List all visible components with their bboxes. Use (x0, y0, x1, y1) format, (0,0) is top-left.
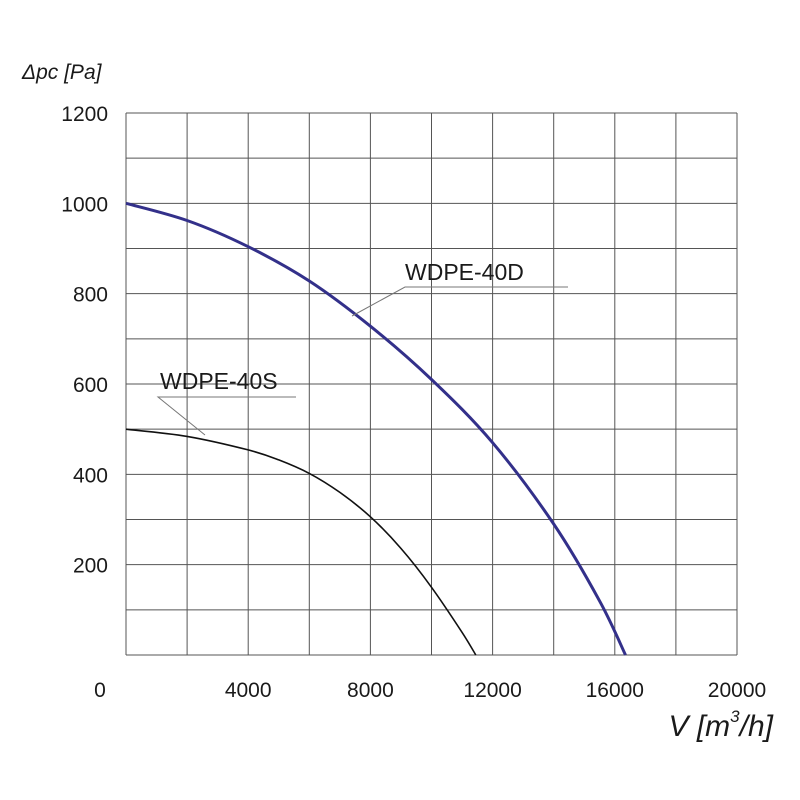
y-axis-title: Δpc [Pa] (21, 61, 103, 84)
y-axis-ticks: 200 400 600 800 1000 1200 (61, 103, 108, 578)
series-line-wdpe-40d (125, 201, 627, 656)
y-tick-label: 400 (73, 464, 108, 487)
x-axis-title-main: V [m (669, 710, 731, 743)
chart-series-labels: WDPE-40D WDPE-40S (156, 259, 568, 436)
y-tick-label: 800 (73, 284, 108, 307)
series-label: WDPE-40S (160, 368, 278, 394)
x-axis-title-superscript: 3 (730, 707, 740, 726)
x-tick-label: 4000 (225, 679, 272, 702)
x-axis-title-tail: /h] (738, 710, 774, 743)
series-label-leader (156, 396, 296, 436)
x-tick-label: 0 (94, 679, 106, 702)
y-tick-label: 1200 (61, 103, 108, 126)
y-tick-label: 200 (73, 555, 108, 578)
chart-series (125, 201, 627, 656)
x-axis-title: V [m3/h] (669, 707, 774, 743)
y-tick-label: 600 (73, 374, 108, 397)
x-tick-label: 12000 (463, 679, 521, 702)
x-axis-ticks: 0 4000 8000 12000 16000 20000 (94, 679, 766, 702)
series-label-leader (351, 286, 568, 317)
x-tick-label: 8000 (347, 679, 394, 702)
series-line-wdpe-40s (125, 428, 477, 656)
x-tick-label: 16000 (586, 679, 644, 702)
chart-grid (125, 112, 738, 656)
series-label: WDPE-40D (405, 259, 524, 285)
x-tick-label: 20000 (708, 679, 766, 702)
y-tick-label: 1000 (61, 193, 108, 216)
